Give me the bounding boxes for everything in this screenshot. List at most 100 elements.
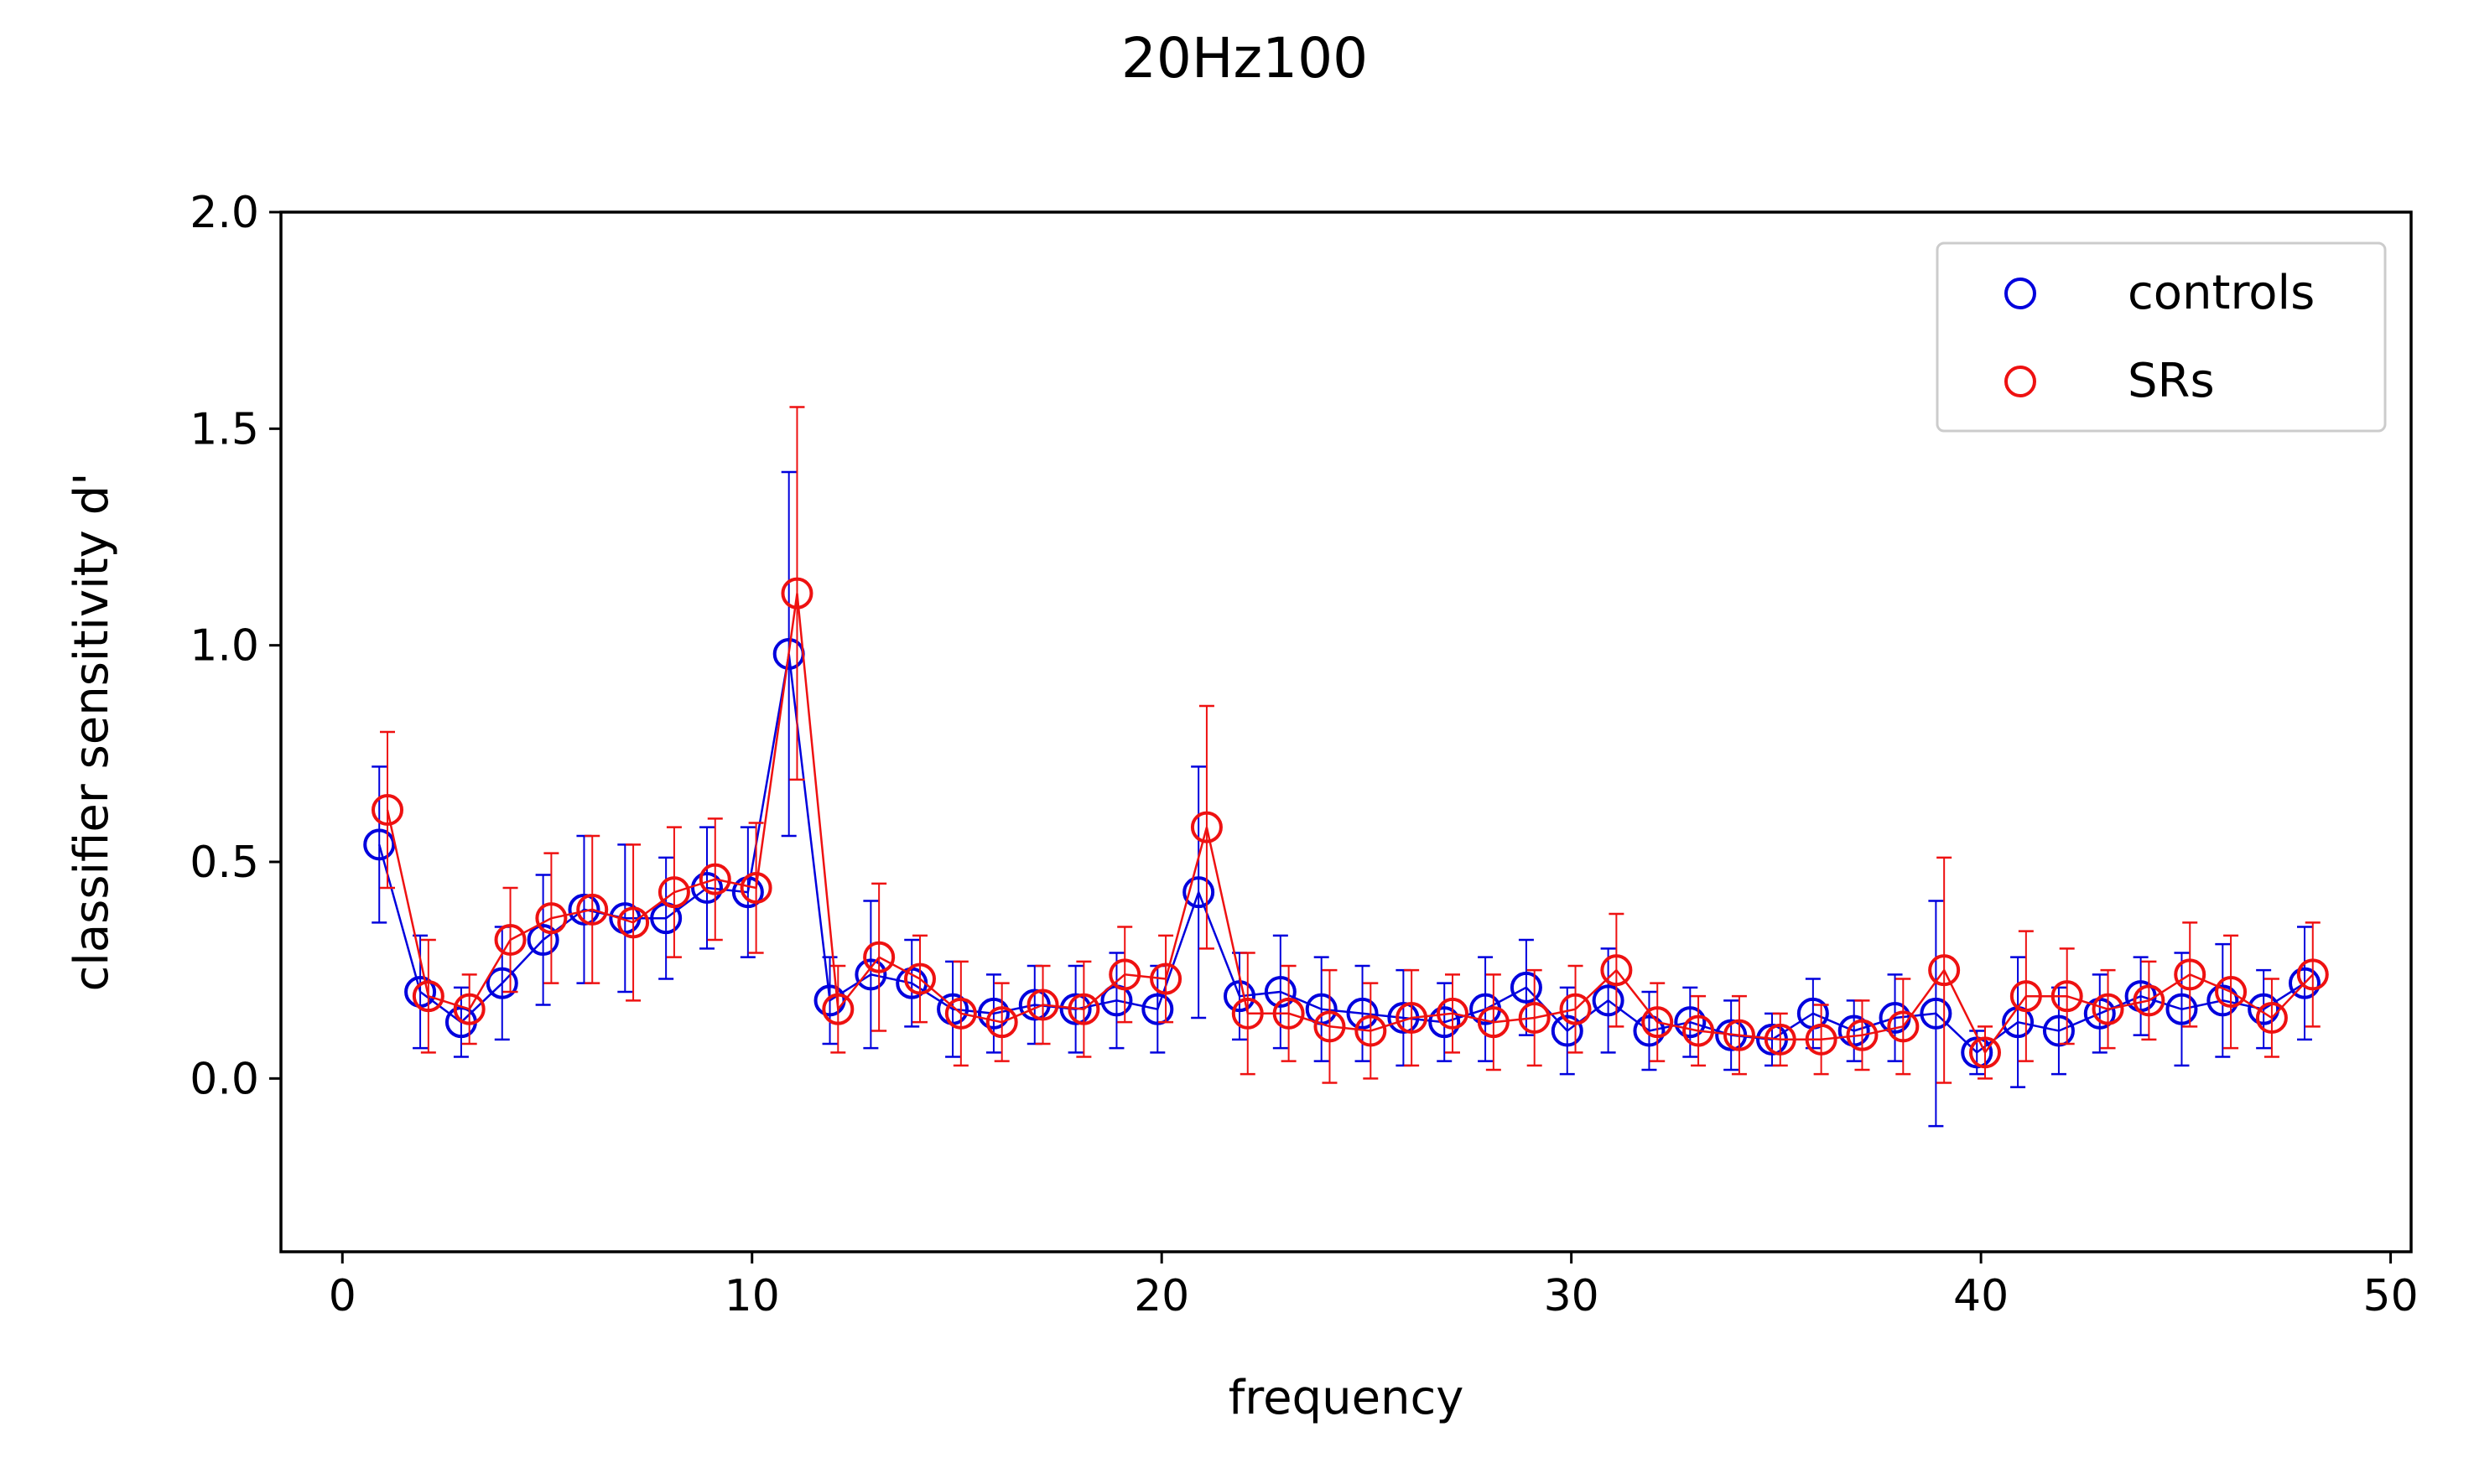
data-point (1723, 1019, 1755, 1051)
data-point (1354, 1014, 1387, 1047)
data-point (1641, 1006, 1674, 1039)
data-point (740, 872, 772, 904)
data-point (1141, 993, 1174, 1025)
legend-box (1936, 241, 2387, 433)
data-point (2289, 967, 2321, 999)
data-point (657, 876, 690, 909)
data-point (363, 828, 396, 861)
data-point (855, 958, 887, 991)
data-point (904, 963, 936, 995)
data-point (527, 924, 559, 956)
y-axis-label: classifier sensitivity d' (65, 472, 119, 991)
y-tick-label: 0.5 (190, 838, 259, 888)
chart-title: 20Hz100 (1121, 26, 1368, 91)
data-point (1887, 1010, 1920, 1043)
plot-area (363, 406, 2329, 1128)
y-tick-label: 1.0 (190, 621, 259, 672)
data-point (1764, 1023, 1796, 1056)
series-line (386, 593, 2314, 1055)
data-point (1272, 997, 1305, 1030)
data-point (1437, 997, 1468, 1030)
data-point (1518, 1002, 1551, 1034)
plot-frame (279, 210, 2413, 1253)
data-point (1477, 1006, 1510, 1039)
y-tick-label: 0.0 (190, 1054, 259, 1104)
x-tick-label: 20 (1134, 1271, 1189, 1321)
data-point (1510, 971, 1542, 1004)
data-point (2206, 984, 2239, 1017)
data-point (1633, 1014, 1666, 1047)
series-controls (363, 470, 2321, 1128)
data-point (1190, 811, 1223, 843)
data-point (1551, 1014, 1583, 1047)
data-point (1674, 1006, 1707, 1039)
data-point (535, 902, 568, 935)
legend-label-controls: controls (2128, 266, 2315, 320)
data-point (1059, 993, 1092, 1025)
data-point (1920, 997, 1952, 1030)
data-point (1027, 988, 1059, 1021)
y-tick-label: 1.5 (190, 404, 259, 454)
data-point (1182, 876, 1215, 909)
data-point (617, 906, 650, 939)
data-point (2296, 958, 2329, 991)
y-tick-label: 2.0 (190, 188, 259, 238)
data-point (1682, 1014, 1715, 1047)
x-tick-label: 30 (1544, 1271, 1599, 1321)
data-point (2009, 980, 2042, 1013)
legend-marker-srs (2004, 366, 2036, 397)
data-point (1928, 954, 1961, 987)
data-point (691, 872, 723, 904)
data-point (1428, 1006, 1461, 1039)
data-point (1109, 958, 1141, 991)
data-point (2050, 980, 2083, 1013)
x-tick-label: 40 (1953, 1271, 2009, 1321)
series-line (377, 653, 2305, 1054)
data-point (2174, 958, 2206, 991)
data-point (494, 924, 527, 956)
data-point (944, 997, 977, 1030)
data-point (985, 1006, 1018, 1039)
x-tick-label: 10 (725, 1271, 780, 1321)
data-point (1805, 1023, 1837, 1056)
data-point (1846, 1019, 1879, 1051)
data-point (822, 993, 855, 1025)
data-point (1969, 1036, 2001, 1069)
data-point (1150, 963, 1182, 995)
data-point (453, 993, 486, 1025)
data-point (1559, 993, 1592, 1025)
data-point (2165, 993, 2198, 1025)
data-point (2092, 993, 2124, 1025)
data-point (1068, 993, 1100, 1025)
data-point (2248, 993, 2280, 1025)
data-point (568, 893, 600, 926)
y-axis: 0.0 0.5 1.0 1.5 2.0 (190, 188, 281, 1104)
data-point (781, 577, 813, 610)
x-axis: 0 10 20 30 40 50 (329, 1252, 2419, 1321)
data-point (863, 941, 896, 973)
data-point (412, 980, 444, 1013)
data-point (2042, 1014, 2075, 1047)
data-point (699, 863, 731, 895)
data-point (1592, 984, 1624, 1017)
legend-label-srs: SRs (2128, 354, 2215, 408)
data-point (372, 794, 403, 826)
series-srs (372, 406, 2329, 1084)
x-tick-label: 50 (2362, 1271, 2418, 1321)
x-tick-label: 0 (329, 1271, 356, 1321)
data-point (2255, 1002, 2288, 1034)
data-point (1231, 997, 1264, 1030)
data-point (1346, 997, 1379, 1030)
legend-marker-controls (2004, 278, 2036, 309)
data-point (1264, 976, 1297, 1008)
data-point (1396, 1002, 1428, 1034)
x-axis-label: frequency (1229, 1371, 1464, 1425)
data-point (2215, 976, 2248, 1008)
data-point (2133, 984, 2165, 1017)
data-point (1313, 1010, 1346, 1043)
data-point (486, 967, 518, 999)
legend: controls SRs (1936, 241, 2387, 433)
data-point (576, 893, 609, 926)
data-point (1224, 980, 1255, 1013)
